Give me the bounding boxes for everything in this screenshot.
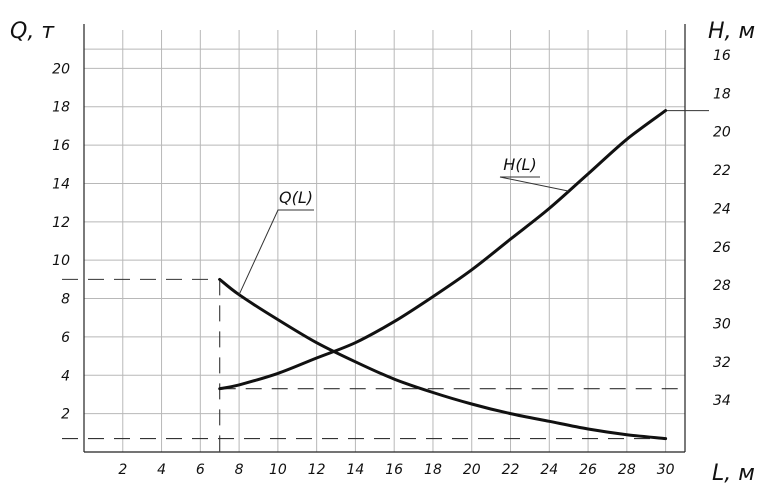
x-tick-label: 8 <box>235 462 244 478</box>
annotation-leader <box>238 209 314 295</box>
annotation-label: Q(L) <box>279 188 313 207</box>
x-axis-label: L, м <box>712 461 755 486</box>
y-left-tick-label: 16 <box>52 138 70 154</box>
annotation-leader <box>499 176 569 192</box>
y-left-tick-label: 18 <box>52 100 70 116</box>
y-right-tick-label: 18 <box>713 86 731 102</box>
x-tick-label: 28 <box>618 462 636 478</box>
y-right-tick-label: 32 <box>713 355 731 371</box>
y-right-tick-label: 24 <box>713 201 731 217</box>
y-left-tick-label: 8 <box>61 292 70 308</box>
x-tick-label: 30 <box>657 462 675 478</box>
y-left-tick-label: 2 <box>61 407 70 423</box>
x-tick-label: 16 <box>385 462 403 478</box>
x-tick-label: 6 <box>196 462 205 478</box>
y-right-tick-label: 30 <box>713 316 731 332</box>
axes <box>83 24 686 453</box>
series-line-ql <box>218 277 668 441</box>
y-left-axis-label: Q, т <box>10 19 55 44</box>
x-tick-label: 14 <box>347 462 365 478</box>
y-right-tick-label: 28 <box>713 278 731 294</box>
y-left-tick-label: 14 <box>52 176 70 192</box>
x-tick-label: 18 <box>424 462 442 478</box>
tick-labels: 2 4 6 8 10 12 14 16 18 20 22 24 26 28 3024681012141618… <box>52 48 731 478</box>
y-right-tick-label: 20 <box>713 125 731 141</box>
y-right-tick-label: 34 <box>713 393 731 409</box>
annotation-label: H(L) <box>503 155 536 174</box>
reference-lines <box>62 110 709 452</box>
y-left-tick-label: 20 <box>52 61 70 77</box>
series-line-hl <box>218 109 668 391</box>
x-tick-label: 4 <box>157 462 166 478</box>
y-left-tick-label: 4 <box>61 368 70 384</box>
series-lines <box>218 109 668 441</box>
annotations: Q(L) H(L) <box>238 155 569 295</box>
y-left-tick-label: 6 <box>61 330 70 346</box>
x-tick-label: 12 <box>308 462 326 478</box>
x-tick-label: 26 <box>579 462 597 478</box>
y-right-axis-label: H, м <box>708 19 755 44</box>
y-right-tick-label: 26 <box>713 240 731 256</box>
y-right-tick-label: 16 <box>713 48 731 64</box>
grid <box>84 30 685 452</box>
x-tick-label: 24 <box>540 462 558 478</box>
x-tick-label: 20 <box>463 462 481 478</box>
y-right-tick-label: 22 <box>713 163 731 179</box>
x-tick-label: 22 <box>502 462 520 478</box>
y-left-tick-label: 12 <box>52 215 70 231</box>
x-tick-label: 10 <box>269 462 287 478</box>
y-left-tick-label: 10 <box>52 253 70 269</box>
x-tick-label: 2 <box>118 462 127 478</box>
